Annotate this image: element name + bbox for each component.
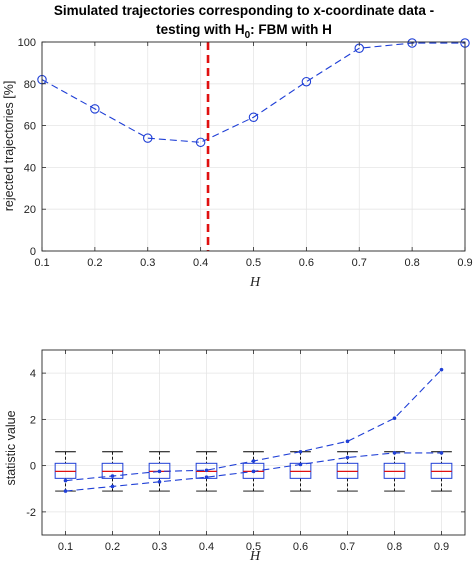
bottom-x-tick-label: 0.2 — [105, 541, 120, 553]
top-chart-xlabel: H — [249, 275, 261, 290]
top-x-tick-label: 0.8 — [404, 257, 419, 269]
statistic-boxplot-chart: 0.1 0.2 0.3 0.4 0.5 0.6 0.7 0.8 0.9 -2 0 2 4 H stati… — [4, 349, 466, 564]
bottom-x-tick-label: 0.5 — [246, 541, 261, 553]
chart-title-line2-sub: 0 — [245, 30, 251, 41]
chart-title-line1: Simulated trajectories corresponding to … — [54, 3, 434, 18]
top-chart-gridlines — [41, 41, 466, 252]
statistic-series-point — [298, 462, 303, 467]
top-x-tick-label: 0.9 — [457, 257, 472, 269]
top-y-tick-label: 60 — [24, 121, 36, 133]
rejection-rate-chart: Simulated trajectories corresponding to … — [2, 3, 473, 290]
statistic-series-point — [345, 439, 350, 444]
statistic-series-point — [157, 480, 162, 484]
bottom-x-tick-label: 0.3 — [152, 541, 167, 553]
top-chart-frame — [41, 41, 466, 252]
rejection-rate-point — [143, 133, 153, 143]
rejection-rate-point — [248, 112, 259, 122]
rejection-rate-point — [90, 104, 100, 114]
statistic-series-point — [345, 455, 350, 460]
top-chart-marks — [37, 38, 470, 251]
statistic-series-point — [63, 489, 68, 493]
bottom-chart-ticks: 0.1 0.2 0.3 0.4 0.5 0.6 0.7 0.8 0.9 -2 0 2 4 — [26, 350, 465, 553]
box-whisker — [242, 451, 265, 492]
top-y-tick-label: 40 — [24, 162, 36, 174]
top-chart-ticks: 0.1 0.2 0.3 0.4 0.5 0.6 0.7 0.8 0.9 0 20 40 60 80 100 — [18, 37, 473, 269]
top-x-tick-label: 0.2 — [87, 257, 102, 269]
bottom-y-tick-label: -2 — [26, 507, 36, 519]
top-x-tick-label: 0.7 — [352, 257, 367, 269]
bottom-x-tick-label: 0.1 — [58, 541, 73, 553]
statistic-series-point — [439, 367, 444, 372]
statistic-series-point — [157, 469, 162, 474]
bottom-x-tick-label: 0.8 — [387, 541, 402, 553]
bottom-x-tick-label: 0.7 — [340, 541, 355, 553]
rejection-rate-point — [301, 76, 312, 87]
statistic-series-point — [110, 484, 115, 489]
chart-title-line2-post: : FBM with H — [250, 22, 332, 37]
rejection-rate-point — [407, 38, 417, 48]
bottom-y-tick-label: 4 — [30, 368, 36, 380]
chart-title-line2: testing with H0: FBM with H — [156, 22, 332, 41]
bottom-chart-ylabel: statistic value — [4, 410, 18, 485]
bottom-x-tick-label: 0.9 — [434, 541, 449, 553]
top-x-tick-label: 0.3 — [140, 257, 155, 269]
statistic-series-point — [439, 451, 444, 455]
box-whisker — [54, 451, 77, 492]
box-whisker — [289, 451, 312, 492]
box-whisker — [430, 451, 453, 492]
box-whisker — [101, 451, 124, 492]
chart-title-line2-pre: testing with H — [156, 22, 245, 37]
bottom-x-tick-label: 0.4 — [199, 541, 214, 553]
top-y-tick-label: 80 — [24, 79, 36, 91]
top-x-tick-label: 0.4 — [193, 257, 208, 269]
bottom-x-tick-label: 0.6 — [293, 541, 308, 553]
rejection-rate-line — [41, 42, 465, 143]
statistic-series-point — [251, 459, 256, 463]
top-x-tick-label: 0.1 — [34, 257, 49, 269]
top-y-tick-label: 0 — [30, 246, 36, 258]
statistic-series-point — [251, 469, 256, 474]
bottom-chart-marks — [54, 367, 453, 493]
statistic-series-point — [110, 474, 115, 478]
statistic-series-point — [204, 468, 209, 473]
statistic-series-point — [204, 475, 209, 479]
top-y-tick-label: 20 — [24, 204, 36, 216]
box-whisker — [195, 451, 218, 492]
statistic-series-point — [392, 451, 397, 455]
bottom-chart-xlabel: H — [249, 549, 261, 564]
rejection-rate-point — [195, 137, 206, 148]
bottom-chart-frame — [41, 349, 466, 536]
bottom-y-tick-label: 2 — [30, 414, 36, 426]
bottom-chart-gridlines — [42, 350, 465, 535]
statistic-series-point — [298, 449, 303, 454]
statistic-series-point — [63, 478, 68, 483]
bottom-y-tick-label: 0 — [30, 461, 36, 473]
top-x-tick-label: 0.6 — [299, 257, 314, 269]
top-chart-ylabel: rejected trajectories [%] — [2, 81, 16, 212]
statistic-series-point — [392, 416, 397, 421]
top-y-tick-label: 100 — [18, 37, 36, 49]
top-x-tick-label: 0.5 — [246, 257, 261, 269]
box-whisker — [383, 451, 406, 492]
